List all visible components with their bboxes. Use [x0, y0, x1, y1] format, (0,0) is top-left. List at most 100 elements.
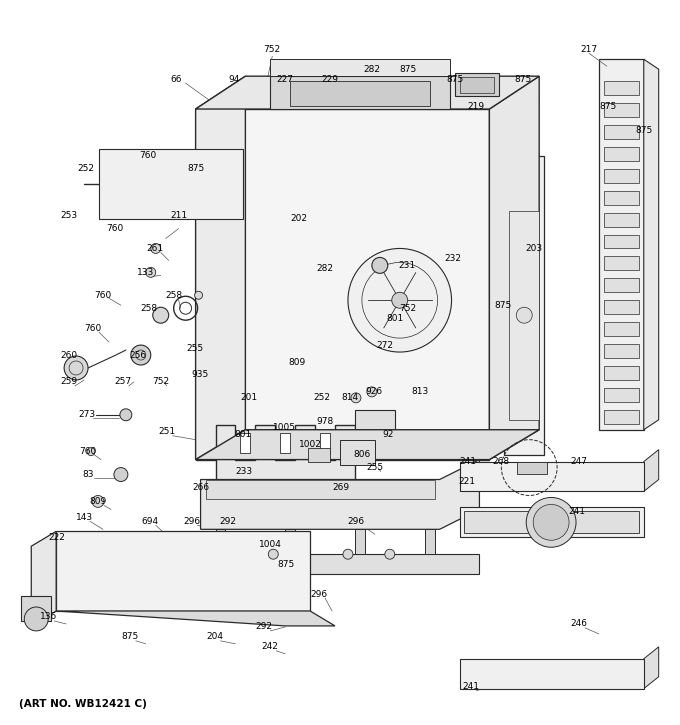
Polygon shape [308, 447, 330, 462]
Circle shape [526, 497, 576, 547]
Text: 1002: 1002 [299, 440, 322, 450]
Text: 760: 760 [139, 152, 156, 160]
Text: 282: 282 [317, 264, 334, 273]
Text: 266: 266 [192, 483, 209, 492]
Circle shape [269, 550, 278, 559]
Polygon shape [604, 147, 639, 161]
Polygon shape [604, 300, 639, 314]
Polygon shape [355, 410, 395, 455]
Text: 83: 83 [82, 470, 94, 479]
Polygon shape [644, 59, 659, 430]
Polygon shape [196, 430, 539, 460]
Polygon shape [216, 529, 226, 554]
Text: 241: 241 [462, 682, 479, 691]
Text: 221: 221 [458, 477, 475, 486]
Text: 136: 136 [39, 613, 57, 621]
Circle shape [153, 307, 169, 323]
Polygon shape [340, 439, 375, 465]
Text: 258: 258 [140, 304, 157, 312]
Text: 875: 875 [121, 632, 139, 642]
Text: 251: 251 [158, 427, 175, 436]
Polygon shape [201, 554, 479, 574]
Polygon shape [604, 103, 639, 117]
Text: 260: 260 [61, 350, 78, 360]
Circle shape [367, 387, 377, 397]
Text: 272: 272 [376, 341, 393, 349]
Text: 92: 92 [382, 430, 394, 439]
Text: 752: 752 [399, 304, 416, 312]
Text: 875: 875 [635, 126, 652, 136]
Circle shape [64, 356, 88, 380]
Text: 296: 296 [347, 517, 364, 526]
Circle shape [151, 244, 160, 254]
Text: 1004: 1004 [259, 539, 282, 549]
Polygon shape [280, 433, 290, 452]
Text: 752: 752 [152, 378, 169, 386]
Polygon shape [355, 529, 365, 554]
Polygon shape [599, 59, 644, 430]
Text: 258: 258 [165, 291, 182, 299]
Circle shape [120, 409, 132, 420]
Text: 801: 801 [386, 314, 403, 323]
Polygon shape [56, 531, 310, 611]
Text: 241: 241 [459, 457, 476, 466]
Text: 296: 296 [183, 517, 200, 526]
Text: 760: 760 [84, 323, 101, 333]
Text: 875: 875 [515, 75, 532, 83]
Polygon shape [270, 59, 449, 76]
Circle shape [348, 249, 452, 352]
Text: 233: 233 [236, 467, 253, 476]
Text: 94: 94 [228, 75, 240, 83]
Polygon shape [604, 257, 639, 270]
Polygon shape [201, 460, 479, 529]
Text: 246: 246 [571, 619, 588, 629]
Text: 66: 66 [170, 75, 182, 83]
Text: 935: 935 [191, 370, 208, 379]
Text: 256: 256 [129, 350, 146, 360]
Polygon shape [604, 322, 639, 336]
Polygon shape [241, 433, 250, 452]
Polygon shape [517, 462, 547, 473]
Text: 292: 292 [219, 517, 236, 526]
Text: 801: 801 [235, 430, 252, 439]
Text: 202: 202 [290, 214, 307, 223]
Circle shape [351, 393, 361, 403]
Polygon shape [604, 344, 639, 358]
Polygon shape [604, 388, 639, 402]
Text: (ART NO. WB12421 C): (ART NO. WB12421 C) [19, 699, 147, 708]
Polygon shape [99, 149, 243, 219]
Circle shape [516, 307, 532, 323]
Text: 222: 222 [49, 533, 65, 542]
Text: 760: 760 [80, 447, 97, 456]
Text: 253: 253 [61, 211, 78, 220]
Text: 926: 926 [365, 387, 382, 397]
Text: 809: 809 [89, 497, 107, 506]
Polygon shape [604, 191, 639, 204]
Text: 143: 143 [75, 513, 92, 522]
Circle shape [92, 495, 104, 507]
Text: 217: 217 [581, 45, 598, 54]
Text: 978: 978 [316, 418, 334, 426]
Polygon shape [285, 529, 295, 554]
Polygon shape [604, 234, 639, 249]
Text: 875: 875 [446, 75, 463, 83]
Polygon shape [56, 611, 335, 626]
Text: 1005: 1005 [273, 423, 296, 432]
Text: 242: 242 [262, 642, 279, 651]
Polygon shape [509, 211, 539, 420]
Polygon shape [196, 76, 539, 109]
Text: 133: 133 [137, 268, 154, 277]
Text: 229: 229 [322, 75, 339, 83]
Polygon shape [21, 596, 51, 621]
Text: 247: 247 [571, 457, 588, 466]
Polygon shape [320, 433, 330, 452]
Circle shape [87, 447, 95, 455]
Polygon shape [196, 76, 245, 460]
Text: 292: 292 [256, 623, 273, 631]
Text: 255: 255 [367, 463, 384, 472]
Text: 694: 694 [141, 517, 158, 526]
Text: 211: 211 [170, 211, 187, 220]
Text: 261: 261 [146, 244, 163, 253]
Circle shape [131, 345, 151, 365]
Text: 203: 203 [526, 244, 543, 253]
